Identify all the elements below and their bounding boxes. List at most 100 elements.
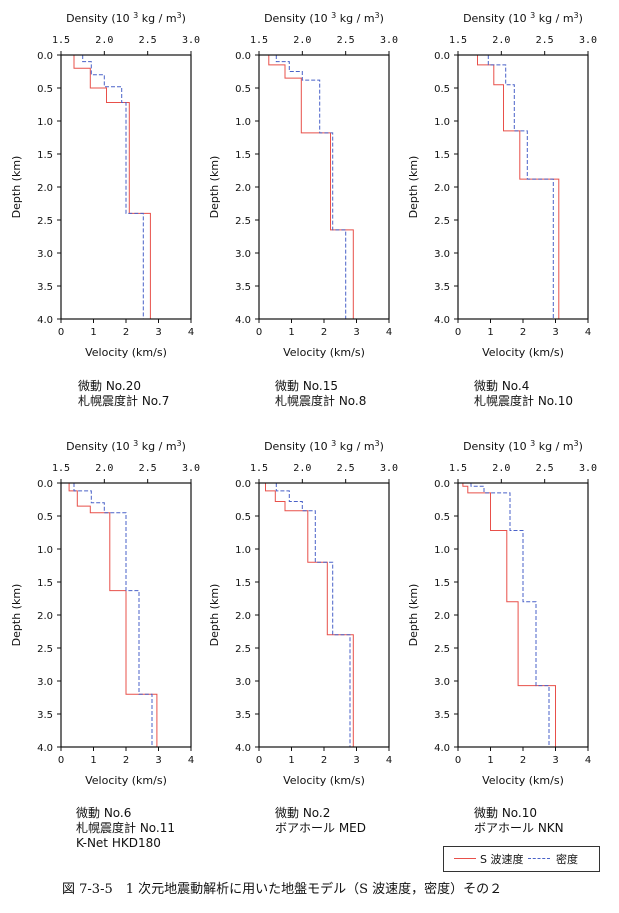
density-tick-label: 1.5 [250, 35, 268, 46]
velocity-tick-label: 2 [520, 755, 526, 766]
panel-caption-p4: 微動 No.6 札幌震度計 No.11 K-Net HKD180 [76, 806, 175, 851]
density-tick-label: 2.0 [293, 463, 311, 474]
depth-tick-label: 0.5 [37, 512, 53, 523]
depth-axis-title: Depth (km) [407, 584, 420, 647]
depth-tick-label: 3.0 [37, 677, 53, 688]
chart-panel-p6: Density (10 3 kg / m3) 1.5 2.0 2.5 3.0 0 1 2 3 4 V… [407, 439, 597, 787]
velocity-tick-label: 3 [552, 755, 558, 766]
legend-vs-swatch [454, 858, 476, 859]
density-tick-label: 3.0 [182, 463, 200, 474]
depth-tick-label: 0.0 [37, 51, 53, 62]
velocity-tick-label: 4 [585, 755, 591, 766]
density-tick-label: 1.5 [449, 463, 467, 474]
density-axis-title: Density (10 3 kg / m3) [66, 439, 186, 453]
depth-axis-title: Depth (km) [10, 156, 23, 219]
legend-vs-label: S 波速度 [480, 853, 524, 866]
velocity-tick-label: 4 [386, 755, 392, 766]
depth-tick-label: 1.0 [37, 117, 53, 128]
velocity-tick-label: 4 [188, 755, 194, 766]
depth-tick-label: 3.0 [235, 249, 251, 260]
depth-tick-label: 1.5 [434, 578, 450, 589]
caption-line: 微動 No.4 [474, 379, 530, 393]
density-axis-title: Density (10 3 kg / m3) [66, 11, 186, 25]
depth-tick-label: 3.0 [235, 677, 251, 688]
density-axis-title: Density (10 3 kg / m3) [463, 11, 583, 25]
depth-tick-label: 2.0 [235, 183, 251, 194]
depth-tick-label: 2.5 [434, 216, 450, 227]
density-tick-label: 3.0 [579, 463, 597, 474]
density-tick-label: 2.0 [95, 35, 113, 46]
velocity-tick-label: 1 [90, 755, 96, 766]
panel-caption-p3: 微動 No.4 札幌震度計 No.10 [474, 379, 573, 409]
depth-tick-label: 3.5 [235, 282, 251, 293]
plot-frame [60, 482, 192, 748]
depth-tick-label: 2.5 [37, 644, 53, 655]
velocity-tick-label: 3 [353, 755, 359, 766]
velocity-tick-label: 0 [256, 755, 262, 766]
density-tick-label: 1.5 [449, 35, 467, 46]
caption-line: 札幌震度計 No.10 [474, 394, 574, 408]
density-tick-label: 2.5 [337, 35, 355, 46]
depth-tick-label: 2.5 [235, 216, 251, 227]
depth-tick-label: 0.5 [235, 512, 251, 523]
depth-tick-label: 2.5 [434, 644, 450, 655]
density-tick-label: 2.0 [492, 463, 510, 474]
vs-profile-line [73, 55, 151, 319]
plot-frame [457, 54, 589, 320]
depth-tick-label: 1.0 [434, 117, 450, 128]
velocity-tick-label: 1 [487, 755, 493, 766]
density-tick-label: 3.0 [380, 35, 398, 46]
velocity-tick-label: 0 [256, 327, 262, 338]
velocity-tick-label: 0 [455, 327, 461, 338]
velocity-tick-label: 3 [155, 755, 161, 766]
velocity-axis-title: Velocity (km/s) [283, 774, 365, 787]
density-axis-title: Density (10 3 kg / m3) [264, 439, 384, 453]
depth-tick-label: 2.5 [235, 644, 251, 655]
density-tick-label: 2.5 [139, 463, 157, 474]
chart-panel-p4: Density (10 3 kg / m3) 1.5 2.0 2.5 3.0 0 1 2 3 4 V… [10, 439, 200, 787]
density-tick-label: 2.0 [293, 35, 311, 46]
density-tick-label: 3.0 [579, 35, 597, 46]
caption-line: 札幌震度計 No.8 [275, 394, 367, 408]
depth-tick-label: 1.5 [37, 150, 53, 161]
depth-tick-label: 0.0 [235, 479, 251, 490]
legend-density-swatch [528, 858, 550, 859]
density-profile-line [470, 483, 550, 747]
panel-caption-p2: 微動 No.15 札幌震度計 No.8 [275, 379, 366, 409]
caption-line: 微動 No.6 [76, 806, 132, 820]
depth-tick-label: 4.0 [37, 743, 53, 754]
depth-tick-label: 1.5 [235, 150, 251, 161]
depth-axis-title: Depth (km) [407, 156, 420, 219]
depth-tick-label: 4.0 [235, 315, 251, 326]
chart-panel-p5: Density (10 3 kg / m3) 1.5 2.0 2.5 3.0 0 1 2 3 4 V… [208, 439, 398, 787]
depth-tick-label: 2.0 [37, 611, 53, 622]
density-axis-title: Density (10 3 kg / m3) [264, 11, 384, 25]
density-tick-label: 1.5 [250, 463, 268, 474]
density-tick-label: 2.0 [95, 463, 113, 474]
depth-tick-label: 3.0 [434, 249, 450, 260]
depth-axis-title: Depth (km) [10, 584, 23, 647]
legend-density-label: 密度 [556, 853, 578, 866]
chart-panel-p3: Density (10 3 kg / m3) 1.5 2.0 2.5 3.0 0 1 2 3 4 V… [407, 11, 597, 359]
chart-panel-p2: Density (10 3 kg / m3) 1.5 2.0 2.5 3.0 0 1 2 3 4 V… [208, 11, 398, 359]
velocity-tick-label: 1 [288, 755, 294, 766]
density-profile-line [487, 55, 554, 319]
depth-tick-label: 2.0 [434, 611, 450, 622]
velocity-tick-label: 2 [123, 755, 129, 766]
density-profile-line [73, 483, 153, 747]
caption-line: 札幌震度計 No.7 [78, 394, 170, 408]
vs-profile-line [68, 483, 158, 747]
density-tick-label: 2.5 [536, 463, 554, 474]
caption-line: 微動 No.10 [474, 806, 538, 820]
density-axis-title: Density (10 3 kg / m3) [463, 439, 583, 453]
figure-caption: 図 7-3-5 1 次元地震動解析に用いた地盤モデル（S 波速度，密度）その２ [62, 882, 503, 897]
caption-line: 札幌震度計 No.11 [76, 821, 176, 835]
caption-line: ボアホール NKN [474, 821, 564, 835]
plot-frame [258, 482, 390, 748]
velocity-tick-label: 2 [321, 327, 327, 338]
velocity-tick-label: 2 [321, 755, 327, 766]
density-tick-label: 1.5 [52, 35, 70, 46]
velocity-tick-label: 1 [288, 327, 294, 338]
caption-line: 微動 No.2 [275, 806, 331, 820]
